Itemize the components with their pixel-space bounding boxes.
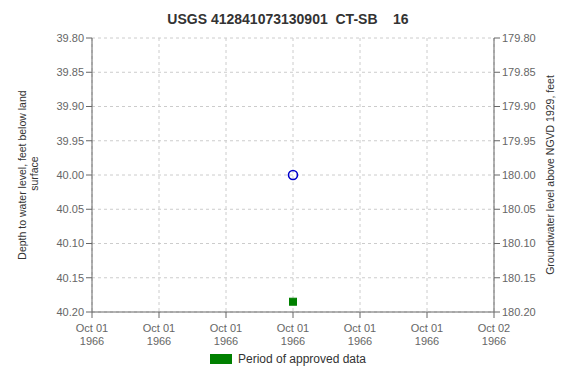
svg-text:39.85: 39.85 [56,66,84,78]
svg-text:Oct 011966: Oct 011966 [76,322,108,347]
svg-text:Oct 011966: Oct 011966 [411,322,443,347]
svg-text:39.95: 39.95 [56,135,84,147]
svg-text:Depth to water level, feet bel: Depth to water level, feet below land su… [16,90,40,259]
svg-text:180.00: 180.00 [502,169,536,181]
svg-text:40.05: 40.05 [56,203,84,215]
svg-text:180.15: 180.15 [502,272,536,284]
svg-text:180.05: 180.05 [502,203,536,215]
html-text:USGS 412841073130901 CT-SB 16: USGS 412841073130901 CT-SB 16 [167,11,409,27]
svg-text:Oct 011966: Oct 011966 [277,322,309,347]
svg-text:179.90: 179.90 [502,100,536,112]
svg-text:179.85: 179.85 [502,66,536,78]
svg-text:179.95: 179.95 [502,135,536,147]
svg-text:40.10: 40.10 [56,237,84,249]
svg-text:180.20: 180.20 [502,306,536,318]
svg-text:Oct 011966: Oct 011966 [344,322,376,347]
svg-text:Groundwater level above NGVD 1: Groundwater level above NGVD 1929, feet [544,75,556,275]
svg-text:39.90: 39.90 [56,100,84,112]
svg-text:180.10: 180.10 [502,237,536,249]
svg-text:39.80: 39.80 [56,32,84,44]
svg-text:Oct 021966: Oct 021966 [478,322,510,347]
svg-text:40.20: 40.20 [56,306,84,318]
html-text:Period of approved data: Period of approved data [238,352,366,366]
svg-text:40.15: 40.15 [56,272,84,284]
svg-text:179.80: 179.80 [502,32,536,44]
svg-text:40.00: 40.00 [56,169,84,181]
svg-text:Oct 011966: Oct 011966 [210,322,242,347]
svg-text:Oct 011966: Oct 011966 [143,322,175,347]
